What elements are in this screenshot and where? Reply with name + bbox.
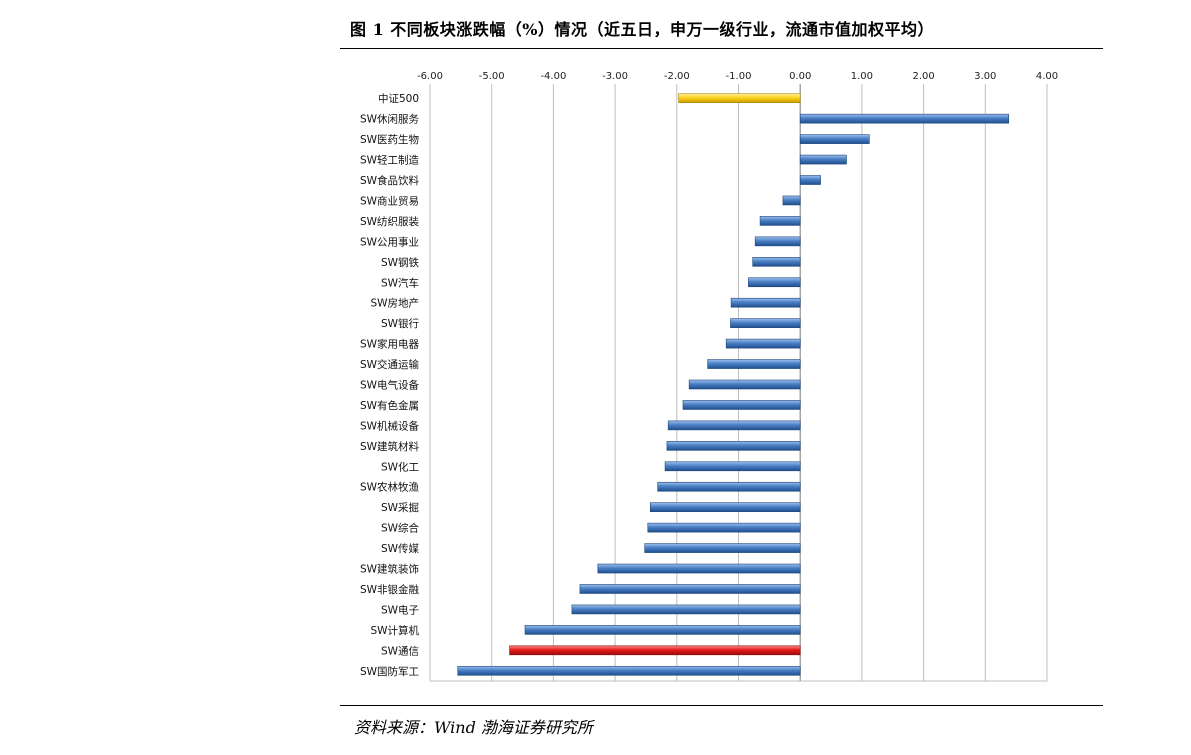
- figure-title: 图 1 不同板块涨跌幅（%）情况（近五日，申万一级行业，流通市值加权平均）: [350, 20, 934, 39]
- x-tick-label: -1.00: [726, 71, 752, 82]
- x-tick-label: 3.00: [974, 71, 996, 82]
- category-label: SW建筑装饰: [360, 563, 419, 576]
- bar-2: [799, 134, 870, 144]
- bar-25: [571, 604, 801, 615]
- bar-12: [725, 338, 801, 349]
- category-label: SW公用事业: [360, 235, 419, 248]
- category-label: SW传媒: [381, 542, 420, 555]
- bar-15: [682, 400, 801, 410]
- category-label: SW纺织服装: [360, 215, 420, 228]
- bar-20: [649, 502, 801, 512]
- bar-5: [782, 195, 801, 206]
- title-rule: [340, 48, 1103, 49]
- category-label: SW汽车: [381, 276, 419, 289]
- category-label: SW家用电器: [360, 338, 420, 351]
- category-label: SW交通运输: [360, 358, 420, 371]
- category-label: SW有色金属: [360, 399, 419, 412]
- source-rule: [340, 705, 1103, 706]
- bar-chart: -6.00 -5.00 -4.00 -3.00 -2.00 -1.00 0.00 1.00 2.…: [360, 71, 1058, 682]
- category-label: SW电子: [381, 603, 419, 616]
- category-label: SW电气设备: [360, 379, 420, 392]
- x-axis-ticks: -6.00 -5.00 -4.00 -3.00 -2.00 -1.00 0.00 1.00 2.…: [417, 71, 1058, 82]
- bar-4: [799, 175, 821, 185]
- bar-22: [644, 543, 801, 553]
- bar-26: [524, 625, 801, 635]
- bar-1: [799, 113, 1010, 124]
- bar-11: [730, 318, 801, 328]
- category-labels: 中证500 SW休闲服务 SW医药生物 SW轻工制造 SW食品饮料 SW商业贸易 SW纺织服…: [360, 92, 420, 678]
- category-label: SW建筑材料: [360, 440, 420, 453]
- x-tick-label: 2.00: [912, 71, 934, 82]
- x-tick-label: 1.00: [851, 71, 873, 82]
- bar-23: [597, 563, 801, 574]
- category-label: SW食品饮料: [360, 174, 420, 187]
- category-label: SW房地产: [370, 297, 419, 310]
- category-label: SW通信: [381, 645, 419, 657]
- bar-3: [799, 154, 847, 165]
- x-tick-label: -3.00: [602, 71, 628, 82]
- x-tick-label: -5.00: [479, 71, 505, 82]
- category-label: SW轻工制造: [360, 154, 420, 167]
- bar-13: [707, 359, 801, 369]
- bar-7: [754, 236, 801, 247]
- bar-17: [666, 441, 801, 451]
- grid-lines: [429, 84, 1048, 682]
- bar-27: [509, 645, 801, 656]
- bar-19: [657, 481, 801, 492]
- x-tick-label: 0.00: [789, 71, 811, 82]
- bar-24: [579, 584, 801, 594]
- bar-0: [678, 93, 801, 104]
- bars: [457, 93, 1010, 676]
- category-label: SW机械设备: [360, 419, 420, 432]
- bar-16: [667, 420, 801, 431]
- bar-6: [759, 216, 801, 226]
- category-label: SW休闲服务: [360, 113, 420, 126]
- category-label: SW化工: [381, 460, 419, 473]
- bar-21: [647, 522, 801, 533]
- x-tick-label: -4.00: [540, 71, 566, 82]
- bar-10: [730, 297, 801, 308]
- x-tick-label: -2.00: [664, 71, 690, 82]
- category-label: SW钢铁: [381, 256, 420, 269]
- category-label: 中证500: [378, 92, 419, 105]
- bar-8: [752, 257, 801, 267]
- category-label: SW农林牧渔: [360, 481, 419, 494]
- source-note: 资料来源：Wind 渤海证券研究所: [354, 718, 593, 737]
- bar-14: [688, 379, 801, 390]
- category-label: SW采掘: [381, 501, 419, 514]
- category-label: SW医药生物: [360, 133, 419, 146]
- x-tick-label: 4.00: [1036, 71, 1058, 82]
- category-label: SW综合: [381, 522, 420, 535]
- category-label: SW国防军工: [360, 665, 419, 678]
- category-label: SW银行: [381, 317, 420, 330]
- bar-18: [664, 461, 801, 472]
- category-label: SW计算机: [370, 624, 419, 637]
- x-tick-label: -6.00: [417, 71, 443, 82]
- bar-28: [457, 665, 801, 676]
- bar-9: [748, 277, 801, 288]
- category-label: SW非银金融: [360, 583, 420, 596]
- category-label: SW商业贸易: [360, 194, 419, 207]
